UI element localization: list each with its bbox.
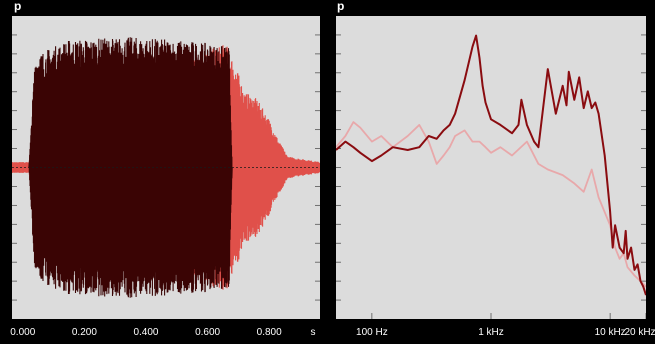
spectrum-panel — [336, 16, 646, 319]
waveform-x-tick-label: 0.600 — [195, 327, 221, 338]
waveform-x-tick-label: 0.000 — [10, 327, 36, 338]
left-top-label: p — [14, 0, 22, 13]
waveform-x-tick-label: 0.400 — [133, 327, 159, 338]
waveform-x-unit-label: s — [310, 327, 316, 338]
waveform-series-1 — [28, 37, 233, 298]
waveform-chart — [12, 34, 320, 301]
right-top-label: p — [337, 0, 345, 13]
spectrum-series-1 — [336, 34, 646, 296]
waveform-x-tick-label: 0.800 — [256, 327, 282, 338]
spectrum-x-tick-label: 10 kHz — [594, 327, 626, 338]
spectrum-chart — [336, 34, 646, 319]
spectrum-x-tick-label: 1 kHz — [478, 327, 504, 338]
spectrum-x-tick-label: 20 kHz — [624, 327, 655, 338]
waveform-panel — [12, 16, 320, 319]
spectrum-x-tick-label: 100 Hz — [356, 327, 388, 338]
spectrum-series-0 — [336, 121, 646, 288]
waveform-x-tick-label: 0.200 — [71, 327, 97, 338]
